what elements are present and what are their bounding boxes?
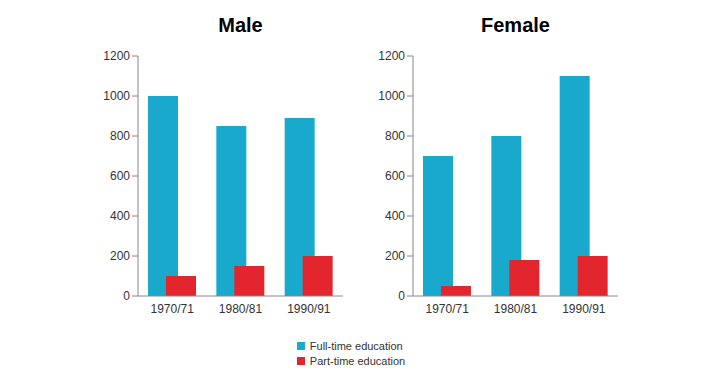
svg-text:1970/71: 1970/71 (425, 302, 469, 316)
svg-text:400: 400 (110, 209, 130, 223)
svg-text:400: 400 (385, 209, 405, 223)
svg-text:1990/91: 1990/91 (287, 302, 331, 316)
svg-text:1980/81: 1980/81 (219, 302, 263, 316)
html-text:Male: Male (218, 14, 263, 36)
svg-text:600: 600 (385, 169, 405, 183)
svg-text:200: 200 (110, 249, 130, 263)
svg-text:1970/71: 1970/71 (150, 302, 194, 316)
svg-text:1980/81: 1980/81 (494, 302, 538, 316)
svg-text:1990/91: 1990/91 (562, 302, 606, 316)
svg-text:600: 600 (110, 169, 130, 183)
svg-text:800: 800 (110, 129, 130, 143)
html-text:Female: Female (481, 14, 550, 36)
svg-text:0: 0 (123, 289, 130, 303)
svg-text:0: 0 (398, 289, 405, 303)
html-text:Part-time education: Part-time education (309, 354, 406, 367)
svg-text:1200: 1200 (103, 49, 130, 63)
svg-text:1000: 1000 (378, 89, 405, 103)
svg-text:1000: 1000 (103, 89, 130, 103)
svg-text:1200: 1200 (378, 49, 405, 63)
svg-text:200: 200 (385, 249, 405, 263)
svg-text:800: 800 (385, 129, 405, 143)
html-text:Full-time education: Full-time education (309, 339, 403, 352)
